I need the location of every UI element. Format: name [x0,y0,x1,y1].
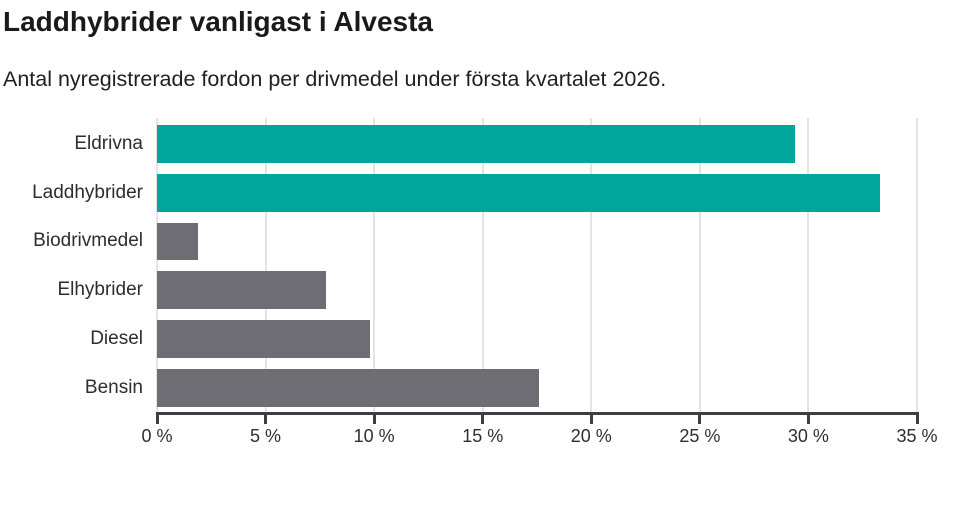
gridline [698,118,701,412]
gridline [590,118,593,412]
x-tick-label: 35 % [896,426,938,446]
gridline [264,118,267,412]
x-tick [372,412,376,424]
category-label-elhybrider: Elhybrider [57,279,143,301]
x-tick [155,412,159,424]
x-tick-label: 25 % [679,426,721,446]
bar-laddhybrider [157,173,881,212]
x-tick [264,412,268,424]
gridline [373,118,376,412]
category-label-bensin: Bensin [84,376,143,398]
gridline [916,118,918,412]
bar-biodrivmedel [157,222,199,261]
x-tick-label: 5 % [250,426,282,446]
gridline [807,118,810,412]
plot-area: 0 % 5 % 10 % 15 % 20 % 25 % 30 % 35 % [141,118,938,446]
chart-subtitle: Antal nyregistrerade fordon per drivmede… [3,67,667,91]
category-labels: Eldrivna Laddhybrider Biodrivmedel Elhybrid… [0,118,143,412]
x-tick [806,412,810,424]
gridline [156,118,158,412]
category-label-biodrivmedel: Biodrivmedel [33,230,143,252]
x-tick [698,412,702,424]
x-axis-line [156,412,919,415]
bar-elhybrider [157,271,327,310]
category-label-laddhybrider: Laddhybrider [32,181,143,203]
category-label-diesel: Diesel [90,328,143,350]
category-label-eldrivna: Eldrivna [74,132,143,154]
bar-chart: Eldrivna Laddhybrider Biodrivmedel Elhybrid… [0,118,938,446]
footer: Newsworthy [0,465,960,505]
chart-title: Laddhybrider vanligast i Alvesta [3,6,433,37]
x-tick-label: 10 % [353,426,395,446]
x-tick-label: 15 % [462,426,504,446]
x-tick [481,412,485,424]
x-tick [915,412,919,424]
x-tick [589,412,593,424]
gridline [481,118,484,412]
bar-eldrivna [157,125,796,163]
x-tick-label: 30 % [787,426,829,446]
bar-bensin [157,369,540,407]
x-tick-label: 0 % [141,426,173,446]
bar-diesel [157,320,370,358]
x-tick-label: 20 % [570,426,612,446]
